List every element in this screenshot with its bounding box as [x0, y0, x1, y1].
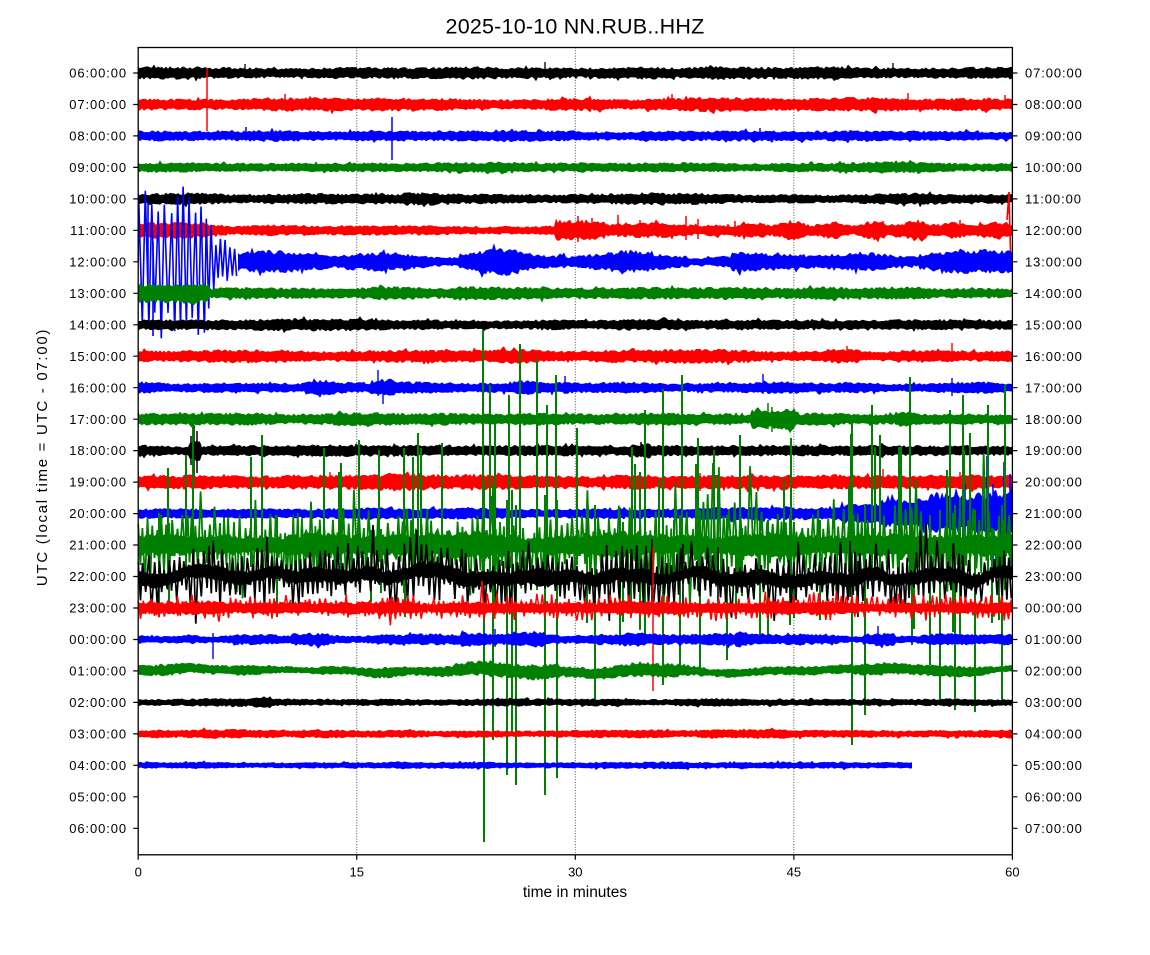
svg-text:07:00:00: 07:00:00: [1025, 821, 1083, 836]
svg-text:11:00:00: 11:00:00: [1025, 192, 1082, 207]
svg-text:09:00:00: 09:00:00: [1025, 129, 1083, 144]
svg-text:02:00:00: 02:00:00: [1025, 664, 1083, 679]
svg-text:01:00:00: 01:00:00: [1025, 632, 1083, 647]
svg-text:19:00:00: 19:00:00: [69, 475, 127, 490]
svg-text:15:00:00: 15:00:00: [69, 349, 127, 364]
svg-text:07:00:00: 07:00:00: [69, 97, 127, 112]
svg-text:11:00:00: 11:00:00: [70, 223, 127, 238]
svg-text:22:00:00: 22:00:00: [69, 569, 127, 584]
svg-text:0: 0: [135, 865, 142, 880]
svg-text:14:00:00: 14:00:00: [1025, 286, 1083, 301]
svg-text:30: 30: [568, 865, 582, 880]
svg-text:21:00:00: 21:00:00: [69, 538, 127, 553]
svg-text:06:00:00: 06:00:00: [1025, 789, 1083, 804]
svg-text:07:00:00: 07:00:00: [1025, 66, 1083, 81]
svg-text:01:00:00: 01:00:00: [69, 664, 127, 679]
svg-text:20:00:00: 20:00:00: [1025, 475, 1083, 490]
svg-text:04:00:00: 04:00:00: [69, 758, 127, 773]
svg-text:13:00:00: 13:00:00: [69, 286, 127, 301]
svg-text:03:00:00: 03:00:00: [1025, 695, 1083, 710]
svg-text:10:00:00: 10:00:00: [1025, 160, 1083, 175]
svg-text:10:00:00: 10:00:00: [69, 192, 127, 207]
svg-text:UTC (local time = UTC - 07:00): UTC (local time = UTC - 07:00): [34, 328, 51, 586]
svg-text:08:00:00: 08:00:00: [69, 129, 127, 144]
svg-text:20:00:00: 20:00:00: [69, 506, 127, 521]
svg-text:16:00:00: 16:00:00: [69, 380, 127, 395]
svg-text:19:00:00: 19:00:00: [1025, 443, 1083, 458]
svg-text:60: 60: [1005, 865, 1019, 880]
svg-text:15: 15: [350, 865, 364, 880]
svg-text:21:00:00: 21:00:00: [1025, 506, 1083, 521]
svg-text:15:00:00: 15:00:00: [1025, 317, 1083, 332]
svg-text:18:00:00: 18:00:00: [1025, 412, 1083, 427]
svg-text:06:00:00: 06:00:00: [69, 66, 127, 81]
svg-text:22:00:00: 22:00:00: [1025, 538, 1083, 553]
svg-text:45: 45: [787, 865, 801, 880]
svg-text:06:00:00: 06:00:00: [69, 821, 127, 836]
svg-text:08:00:00: 08:00:00: [1025, 97, 1083, 112]
svg-text:23:00:00: 23:00:00: [1025, 569, 1083, 584]
svg-text:23:00:00: 23:00:00: [69, 601, 127, 616]
svg-text:2025-10-10 NN.RUB..HHZ: 2025-10-10 NN.RUB..HHZ: [446, 15, 705, 39]
svg-text:05:00:00: 05:00:00: [69, 789, 127, 804]
svg-text:04:00:00: 04:00:00: [1025, 727, 1083, 742]
svg-text:09:00:00: 09:00:00: [69, 160, 127, 175]
svg-text:02:00:00: 02:00:00: [69, 695, 127, 710]
svg-text:03:00:00: 03:00:00: [69, 727, 127, 742]
svg-text:12:00:00: 12:00:00: [69, 254, 127, 269]
svg-text:17:00:00: 17:00:00: [69, 412, 127, 427]
svg-text:14:00:00: 14:00:00: [69, 317, 127, 332]
svg-text:12:00:00: 12:00:00: [1025, 223, 1083, 238]
svg-text:16:00:00: 16:00:00: [1025, 349, 1083, 364]
svg-text:00:00:00: 00:00:00: [69, 632, 127, 647]
svg-text:00:00:00: 00:00:00: [1025, 601, 1083, 616]
svg-text:18:00:00: 18:00:00: [69, 443, 127, 458]
svg-text:17:00:00: 17:00:00: [1025, 380, 1083, 395]
svg-text:05:00:00: 05:00:00: [1025, 758, 1083, 773]
svg-text:time in minutes: time in minutes: [523, 884, 627, 901]
svg-text:13:00:00: 13:00:00: [1025, 254, 1083, 269]
